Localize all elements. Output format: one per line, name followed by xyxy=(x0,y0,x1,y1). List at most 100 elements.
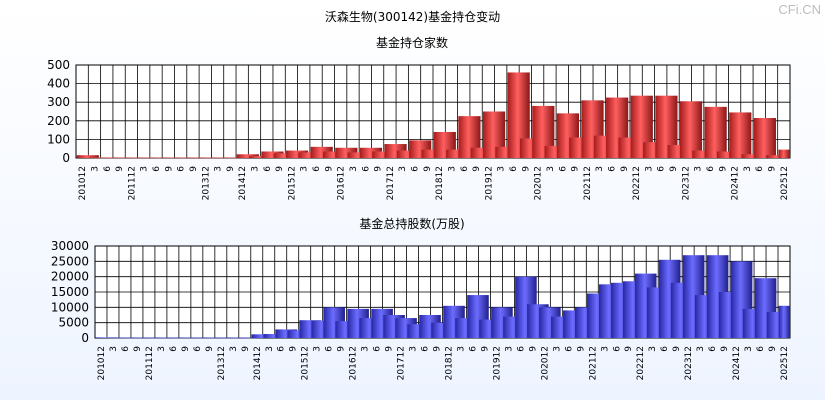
x-tick-label: 9 xyxy=(669,166,679,172)
bar xyxy=(224,157,247,159)
x-tick-label: 6 xyxy=(460,166,470,172)
x-tick-label: 201712 xyxy=(397,346,407,380)
x-tick-label: 201912 xyxy=(492,346,502,380)
x-tick-label: 6 xyxy=(121,346,131,352)
x-tick-label: 3 xyxy=(546,166,556,172)
chart-1-title: 基金持仓家数 xyxy=(376,35,448,50)
x-tick-label: 6 xyxy=(755,166,765,172)
bar xyxy=(766,155,789,158)
bar xyxy=(347,152,370,158)
bar xyxy=(138,157,161,159)
x-tick-label: 9 xyxy=(289,346,299,352)
x-tick-label: 3 xyxy=(229,346,239,352)
bar xyxy=(532,105,555,158)
x-tick-label: 6 xyxy=(325,346,335,352)
x-tick-label: 201812 xyxy=(435,166,445,200)
bar xyxy=(446,149,469,158)
bar xyxy=(101,157,124,159)
x-tick-label: 202512 xyxy=(780,346,790,380)
x-tick-label: 9 xyxy=(133,346,143,352)
bar xyxy=(482,111,506,158)
bar xyxy=(495,146,518,158)
bar xyxy=(458,116,481,158)
bar xyxy=(655,95,678,158)
x-tick-label: 9 xyxy=(423,166,433,172)
y-tick-label: 400 xyxy=(47,77,70,91)
x-tick-label: 9 xyxy=(275,166,285,172)
x-tick-label: 201412 xyxy=(238,166,248,200)
bar xyxy=(778,305,790,338)
bar xyxy=(162,157,186,159)
x-tick-label: 3 xyxy=(696,346,706,352)
bar xyxy=(335,147,358,158)
x-tick-label: 9 xyxy=(624,346,634,352)
x-tick-label: 3 xyxy=(743,166,753,172)
x-tick-label: 9 xyxy=(324,166,334,172)
bar xyxy=(119,337,142,339)
x-tick-label: 202312 xyxy=(684,346,694,380)
bar xyxy=(310,146,333,158)
bar xyxy=(275,329,298,338)
bar xyxy=(470,147,493,158)
bar xyxy=(215,337,238,339)
x-tick-label: 3 xyxy=(313,346,323,352)
bar xyxy=(287,330,310,338)
x-tick-label: 201312 xyxy=(201,166,211,200)
x-tick-label: 201112 xyxy=(145,346,155,380)
x-tick-label: 9 xyxy=(433,346,443,352)
x-tick-label: 6 xyxy=(558,166,568,172)
x-tick-label: 6 xyxy=(103,166,113,172)
x-tick-label: 202112 xyxy=(588,346,598,380)
x-tick-label: 3 xyxy=(744,346,754,352)
x-tick-label: 3 xyxy=(648,346,658,352)
y-tick-label: 5000 xyxy=(58,316,89,330)
x-tick-label: 3 xyxy=(300,166,310,172)
x-tick-label: 3 xyxy=(644,166,654,172)
x-tick-label: 6 xyxy=(411,166,421,172)
x-tick-label: 202112 xyxy=(583,166,593,200)
x-tick-label: 3 xyxy=(265,346,275,352)
x-tick-label: 9 xyxy=(181,346,191,352)
y-tick-label: 30000 xyxy=(51,239,89,253)
x-tick-label: 3 xyxy=(504,346,514,352)
x-tick-label: 3 xyxy=(595,166,605,172)
bar xyxy=(286,150,309,158)
bar xyxy=(191,337,214,339)
y-tick-label: 20000 xyxy=(51,270,89,284)
x-tick-label: 201312 xyxy=(217,346,227,380)
bar xyxy=(155,337,178,339)
bar xyxy=(236,154,259,158)
bar xyxy=(125,157,149,159)
x-tick-label: 9 xyxy=(385,346,395,352)
x-tick-label: 9 xyxy=(205,346,215,352)
x-tick-label: 3 xyxy=(398,166,408,172)
x-tick-label: 6 xyxy=(312,166,322,172)
x-tick-label: 6 xyxy=(152,166,162,172)
bar xyxy=(239,337,262,339)
x-tick-label: 9 xyxy=(115,166,125,172)
bar xyxy=(89,157,112,159)
x-tick-label: 6 xyxy=(756,346,766,352)
x-tick-label: 6 xyxy=(708,346,718,352)
x-tick-label: 3 xyxy=(456,346,466,352)
x-tick-label: 3 xyxy=(109,346,119,352)
x-tick-label: 9 xyxy=(768,346,778,352)
x-tick-label: 9 xyxy=(528,346,538,352)
x-tick-label: 3 xyxy=(214,166,224,172)
x-tick-label: 3 xyxy=(90,166,100,172)
x-tick-label: 202312 xyxy=(681,166,691,200)
bar xyxy=(113,157,136,159)
x-tick-label: 6 xyxy=(373,346,383,352)
bar xyxy=(143,337,166,339)
x-tick-label: 9 xyxy=(189,166,199,172)
y-tick-label: 25000 xyxy=(51,254,89,268)
x-tick-label: 3 xyxy=(251,166,261,172)
bar xyxy=(167,337,190,339)
bar xyxy=(76,155,99,158)
y-tick-label: 100 xyxy=(47,132,70,146)
x-tick-label: 9 xyxy=(337,346,347,352)
x-tick-label: 202412 xyxy=(732,346,742,380)
